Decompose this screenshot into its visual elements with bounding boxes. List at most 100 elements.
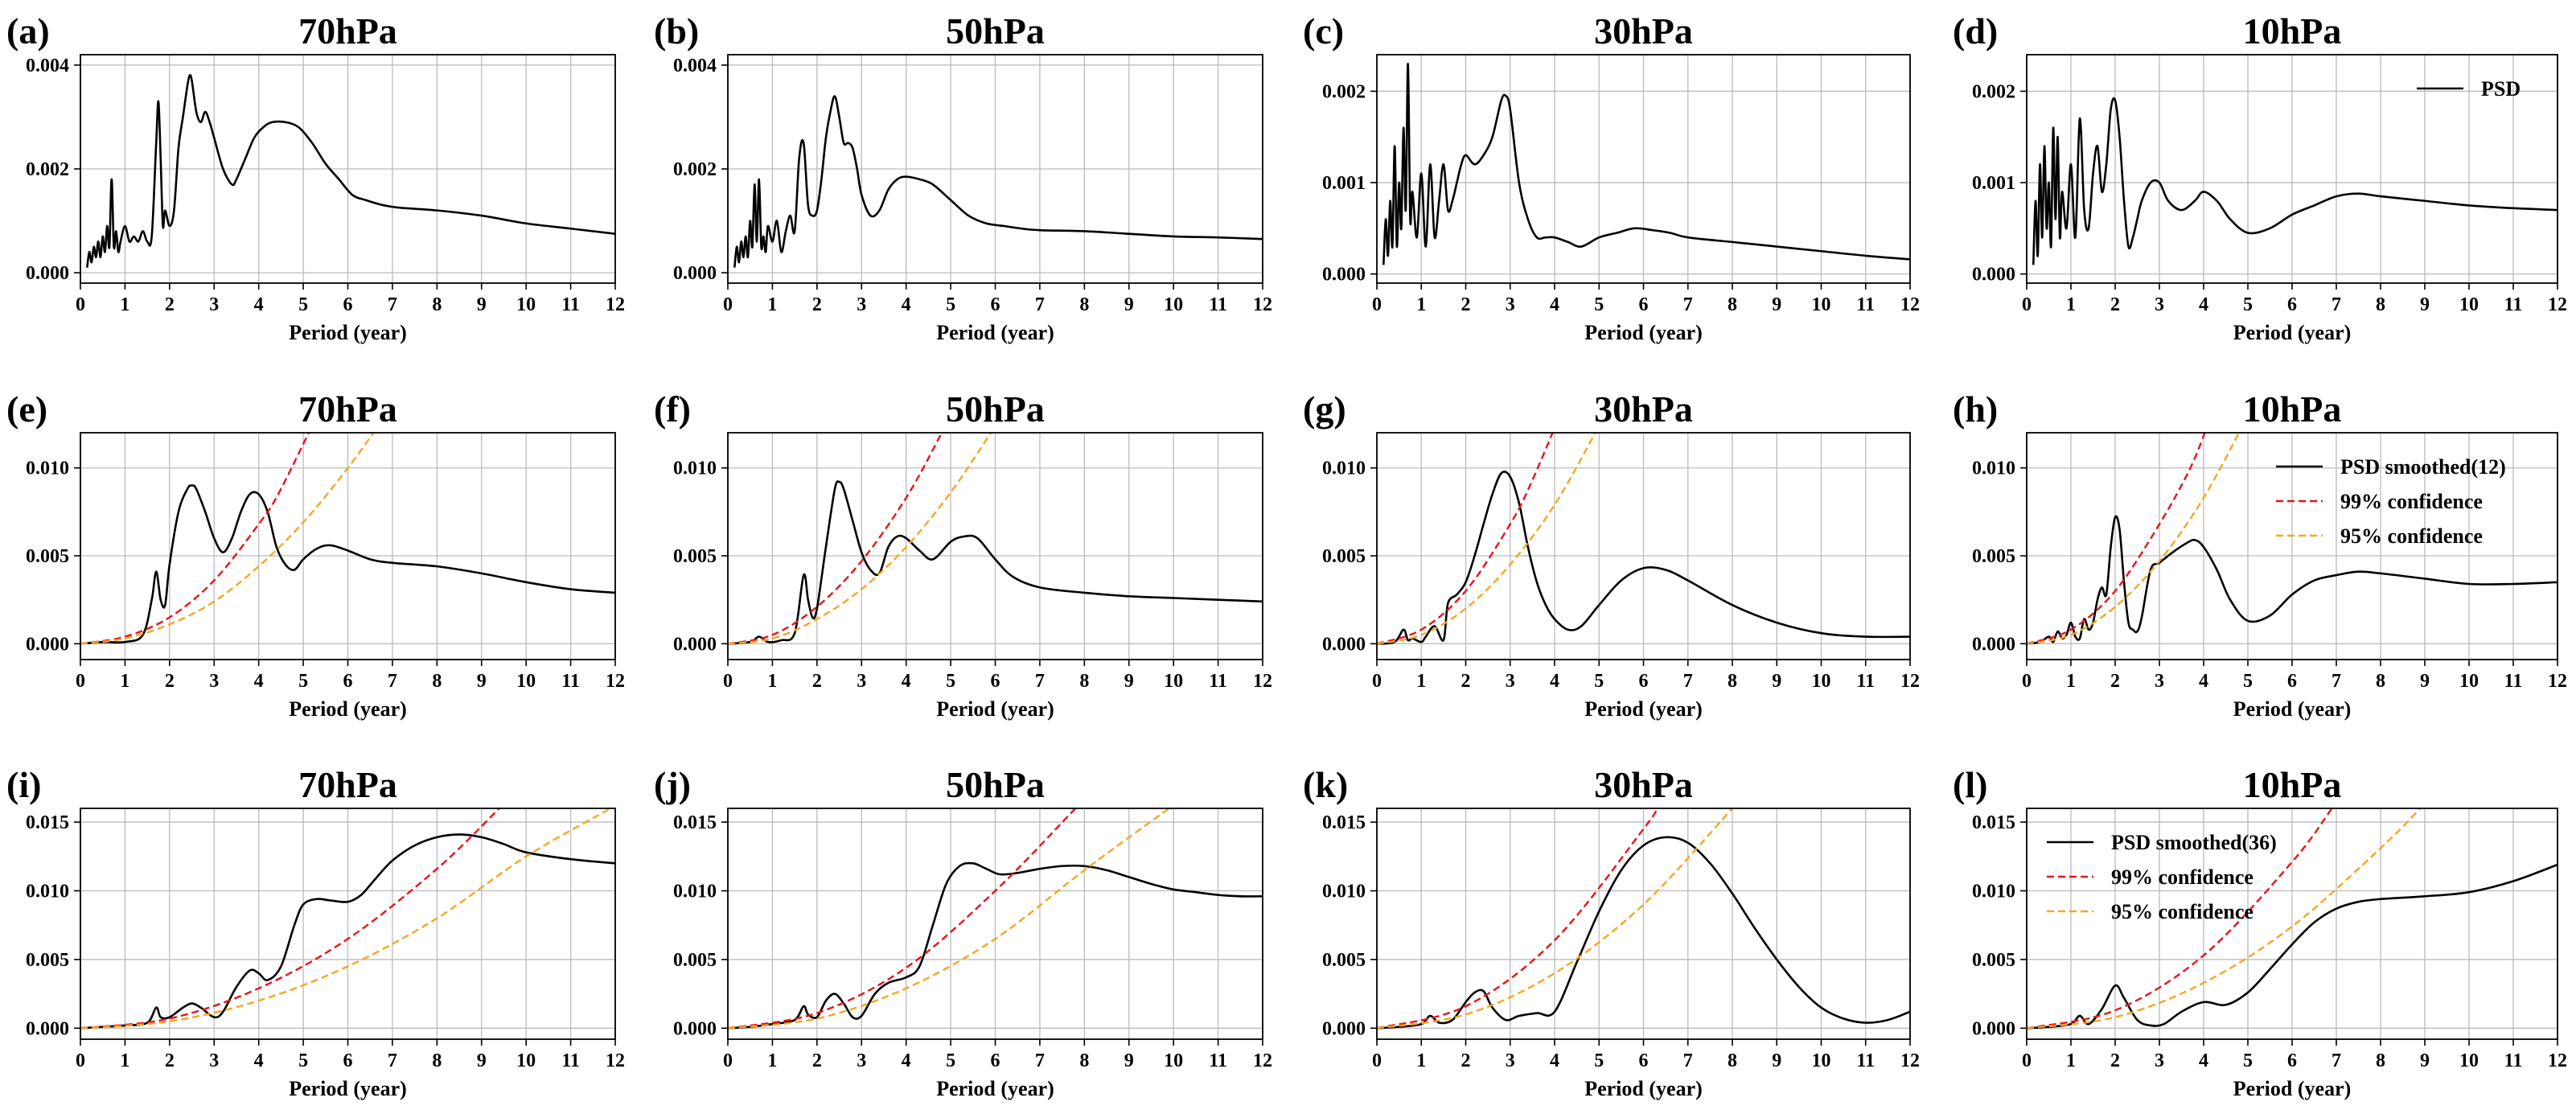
x-tick-label: 4 — [2199, 1050, 2208, 1071]
y-tick-label: 0.000 — [26, 1018, 69, 1039]
x-tick-label: 12 — [1900, 1050, 1920, 1071]
x-tick-label: 7 — [1035, 1050, 1045, 1071]
panel-label: (a) — [6, 10, 50, 51]
panel-title: 50hPa — [946, 388, 1045, 430]
psd-line — [1377, 836, 1910, 1030]
panel-title: 70hPa — [298, 764, 397, 805]
plot-area — [2027, 433, 2558, 645]
x-tick-label: 7 — [1683, 294, 1693, 315]
x-tick-label: 2 — [812, 1050, 822, 1071]
legend-label: PSD smoothed(12) — [2340, 455, 2506, 479]
x-tick-label: 6 — [1639, 294, 1649, 315]
y-tick-label: 0.002 — [26, 159, 69, 180]
x-tick-label: 9 — [2420, 1050, 2430, 1071]
y-tick-label: 0.015 — [26, 812, 69, 833]
y-tick-label: 0.010 — [26, 458, 69, 479]
y-tick-label: 0.005 — [26, 950, 69, 971]
x-tick-label: 7 — [1035, 671, 1045, 692]
x-tick-label: 11 — [2504, 1050, 2523, 1071]
y-tick-label: 0.001 — [1322, 173, 1366, 194]
x-tick-label: 4 — [1550, 294, 1559, 315]
panel-label: (j) — [654, 764, 691, 805]
x-tick-label: 9 — [1772, 294, 1781, 315]
x-tick-label: 7 — [1035, 294, 1045, 315]
confidence-99-line — [80, 433, 310, 645]
confidence-99-line — [80, 808, 500, 1030]
x-tick-label: 0 — [2022, 671, 2032, 692]
x-tick-label: 1 — [120, 294, 129, 315]
y-tick-label: 0.000 — [26, 634, 69, 655]
x-tick-label: 11 — [1856, 294, 1875, 315]
x-tick-label: 4 — [254, 1050, 264, 1071]
plot-area — [1377, 433, 1910, 645]
x-tick-label: 3 — [1506, 1050, 1515, 1071]
panel-label: (f) — [654, 388, 691, 430]
psd-line — [2027, 863, 2558, 1030]
x-tick-label: 0 — [2022, 1050, 2032, 1071]
x-tick-label: 3 — [1506, 294, 1515, 315]
x-tick-label: 12 — [606, 294, 625, 315]
x-tick-label: 11 — [1856, 671, 1875, 692]
x-tick-label: 1 — [767, 1050, 777, 1071]
psd-line — [80, 833, 615, 1030]
x-tick-label: 9 — [1772, 671, 1781, 692]
panel-title: 50hPa — [946, 10, 1045, 51]
x-tick-label: 2 — [1461, 1050, 1471, 1071]
panel-title: 10hPa — [2243, 388, 2342, 430]
x-tick-label: 1 — [1416, 671, 1426, 692]
x-tick-label: 4 — [2199, 294, 2208, 315]
x-tick-label: 8 — [1079, 1050, 1089, 1071]
x-tick-label: 7 — [388, 294, 397, 315]
legend-label: 95% confidence — [2340, 524, 2483, 548]
panel-title: 30hPa — [1594, 10, 1693, 51]
x-tick-label: 8 — [1728, 671, 1737, 692]
psd-line — [728, 861, 1263, 1030]
x-tick-label: 4 — [902, 1050, 911, 1071]
x-tick-label: 8 — [432, 1050, 442, 1071]
y-tick-label: 0.004 — [673, 55, 717, 76]
x-tick-label: 9 — [1124, 294, 1134, 315]
legend-label: 99% confidence — [2340, 490, 2483, 513]
x-tick-label: 2 — [812, 294, 822, 315]
x-tick-label: 6 — [343, 671, 353, 692]
x-tick-label: 7 — [2332, 671, 2341, 692]
x-tick-label: 6 — [991, 1050, 1000, 1071]
x-tick-label: 7 — [388, 1050, 397, 1071]
x-tick-label: 9 — [477, 294, 487, 315]
panel-l: 0 1 2 3 4 5 6 7 8 9 10 11 120.0000.0050.0100.015Peri… — [1953, 764, 2567, 1100]
x-tick-label: 1 — [1416, 294, 1426, 315]
psd-line — [1377, 471, 1910, 645]
panel-title: 10hPa — [2243, 10, 2342, 51]
x-tick-label: 3 — [209, 294, 219, 315]
confidence-99-line — [1377, 808, 1658, 1030]
x-tick-label: 6 — [1639, 1050, 1649, 1071]
x-tick-label: 3 — [2155, 1050, 2164, 1071]
x-tick-label: 5 — [2243, 1050, 2253, 1071]
y-tick-label: 0.000 — [673, 634, 717, 655]
x-tick-label: 5 — [2243, 671, 2253, 692]
y-tick-label: 0.002 — [1322, 81, 1366, 102]
x-axis-label: Period (year) — [1584, 321, 1703, 344]
y-tick-label: 0.010 — [673, 882, 717, 902]
x-tick-label: 10 — [516, 1050, 536, 1071]
x-tick-label: 0 — [723, 671, 733, 692]
x-tick-label: 2 — [1461, 294, 1471, 315]
x-tick-label: 7 — [1683, 671, 1693, 692]
x-tick-label: 5 — [298, 294, 308, 315]
x-tick-label: 11 — [1209, 1050, 1227, 1071]
x-tick-label: 10 — [2459, 1050, 2479, 1071]
x-tick-label: 12 — [2548, 1050, 2567, 1071]
x-tick-label: 10 — [516, 294, 536, 315]
x-tick-label: 10 — [1164, 1050, 1183, 1071]
y-tick-label: 0.000 — [26, 263, 69, 284]
x-tick-label: 6 — [991, 294, 1000, 315]
x-tick-label: 6 — [2287, 294, 2297, 315]
psd-line — [728, 480, 1263, 645]
x-tick-label: 12 — [606, 1050, 625, 1071]
x-tick-label: 9 — [1124, 1050, 1134, 1071]
